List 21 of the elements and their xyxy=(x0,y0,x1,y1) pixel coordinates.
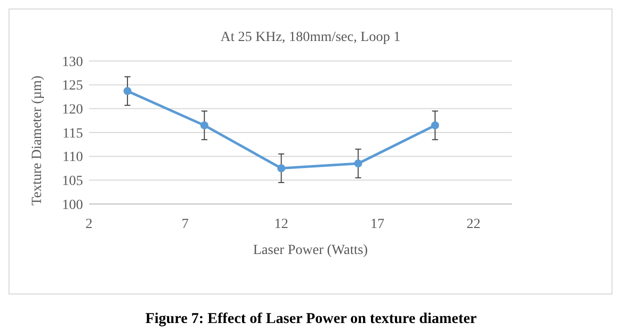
x-axis-title: Laser Power (Watts) xyxy=(253,243,368,258)
y-axis-title: Texture Diameter (µm) xyxy=(30,75,45,206)
y-tick-label: 105 xyxy=(62,174,83,190)
point xyxy=(200,121,208,130)
y-tick-label: 125 xyxy=(62,78,83,94)
y-tick-label: 115 xyxy=(62,126,83,142)
x-tick-label: 22 xyxy=(466,217,481,232)
x-tick-label: 17 xyxy=(370,217,384,232)
point xyxy=(123,87,132,96)
x-tick-label: 12 xyxy=(274,217,288,232)
y-tick-label: 120 xyxy=(62,102,83,118)
x-tick-label: 7 xyxy=(182,217,189,232)
y-tick-label: 130 xyxy=(62,54,83,70)
y-tick-label: 100 xyxy=(62,198,83,213)
x-tick-label: 2 xyxy=(86,217,92,232)
y-tick-label: 110 xyxy=(62,150,83,166)
point xyxy=(354,159,362,168)
caption: Figure 7: Effect of Laser Power on texture diameter xyxy=(145,311,477,327)
point xyxy=(431,121,440,130)
point xyxy=(277,164,286,172)
chart-title: At 25 KHz, 180mm/sec, Loop 1 xyxy=(220,30,401,45)
